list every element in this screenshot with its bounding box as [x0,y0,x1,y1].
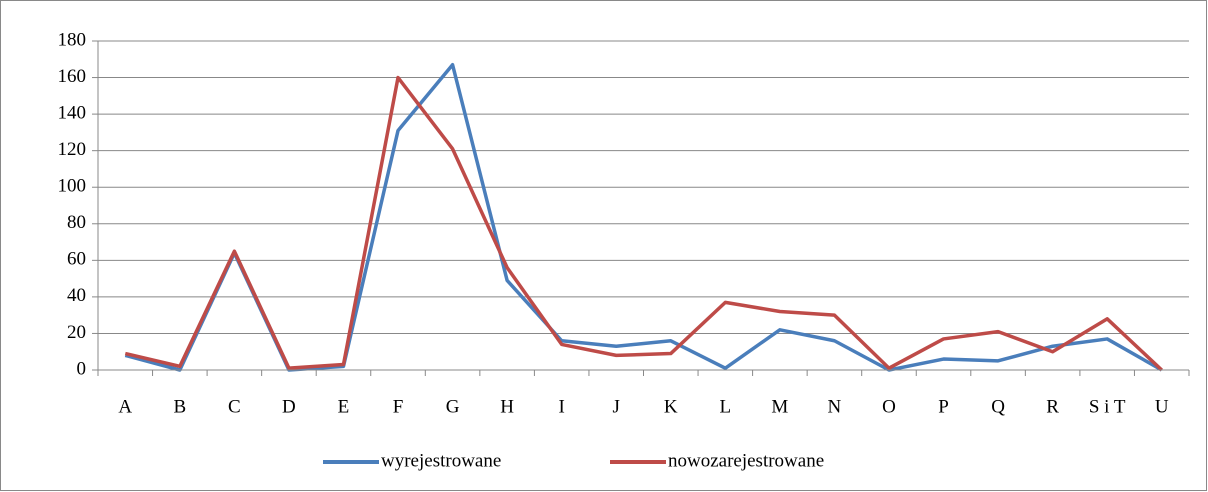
x-tick-label: L [720,396,732,417]
x-tick-label: I [559,396,565,417]
y-tick-label: 180 [58,29,87,50]
x-tick-label: F [393,396,404,417]
y-tick-label: 80 [67,212,86,233]
x-tick-label: D [282,396,296,417]
x-tick-label: B [173,396,186,417]
x-tick-label: R [1046,396,1059,417]
y-tick-label: 20 [67,322,86,343]
x-tick-label: J [613,396,620,417]
x-tick-label: A [118,396,132,417]
x-tick-label: K [664,396,678,417]
y-tick-label: 100 [58,176,87,197]
x-tick-label: C [228,396,241,417]
series-line [124,75,1163,372]
x-tick-label: N [828,396,842,417]
y-tick-label: 140 [58,102,87,123]
x-tick-label: Q [991,396,1005,417]
x-tick-label: P [938,396,949,417]
y-tick-label: 60 [67,249,86,270]
x-tick-label: U [1155,396,1169,417]
y-tick-label: 160 [58,66,87,87]
legend-label: wyrejestrowane [381,450,501,471]
series-line [124,63,1163,372]
x-tick-label: O [882,396,896,417]
y-tick-label: 120 [58,139,87,160]
x-tick-label: M [771,396,788,417]
x-tick-label: E [338,396,350,417]
x-tick-label: H [500,396,514,417]
legend-label: nowozarejestrowane [668,450,824,471]
x-tick-label: S i T [1089,396,1126,417]
y-tick-label: 0 [77,358,87,379]
y-tick-label: 40 [67,285,86,306]
x-tick-label: G [446,396,460,417]
